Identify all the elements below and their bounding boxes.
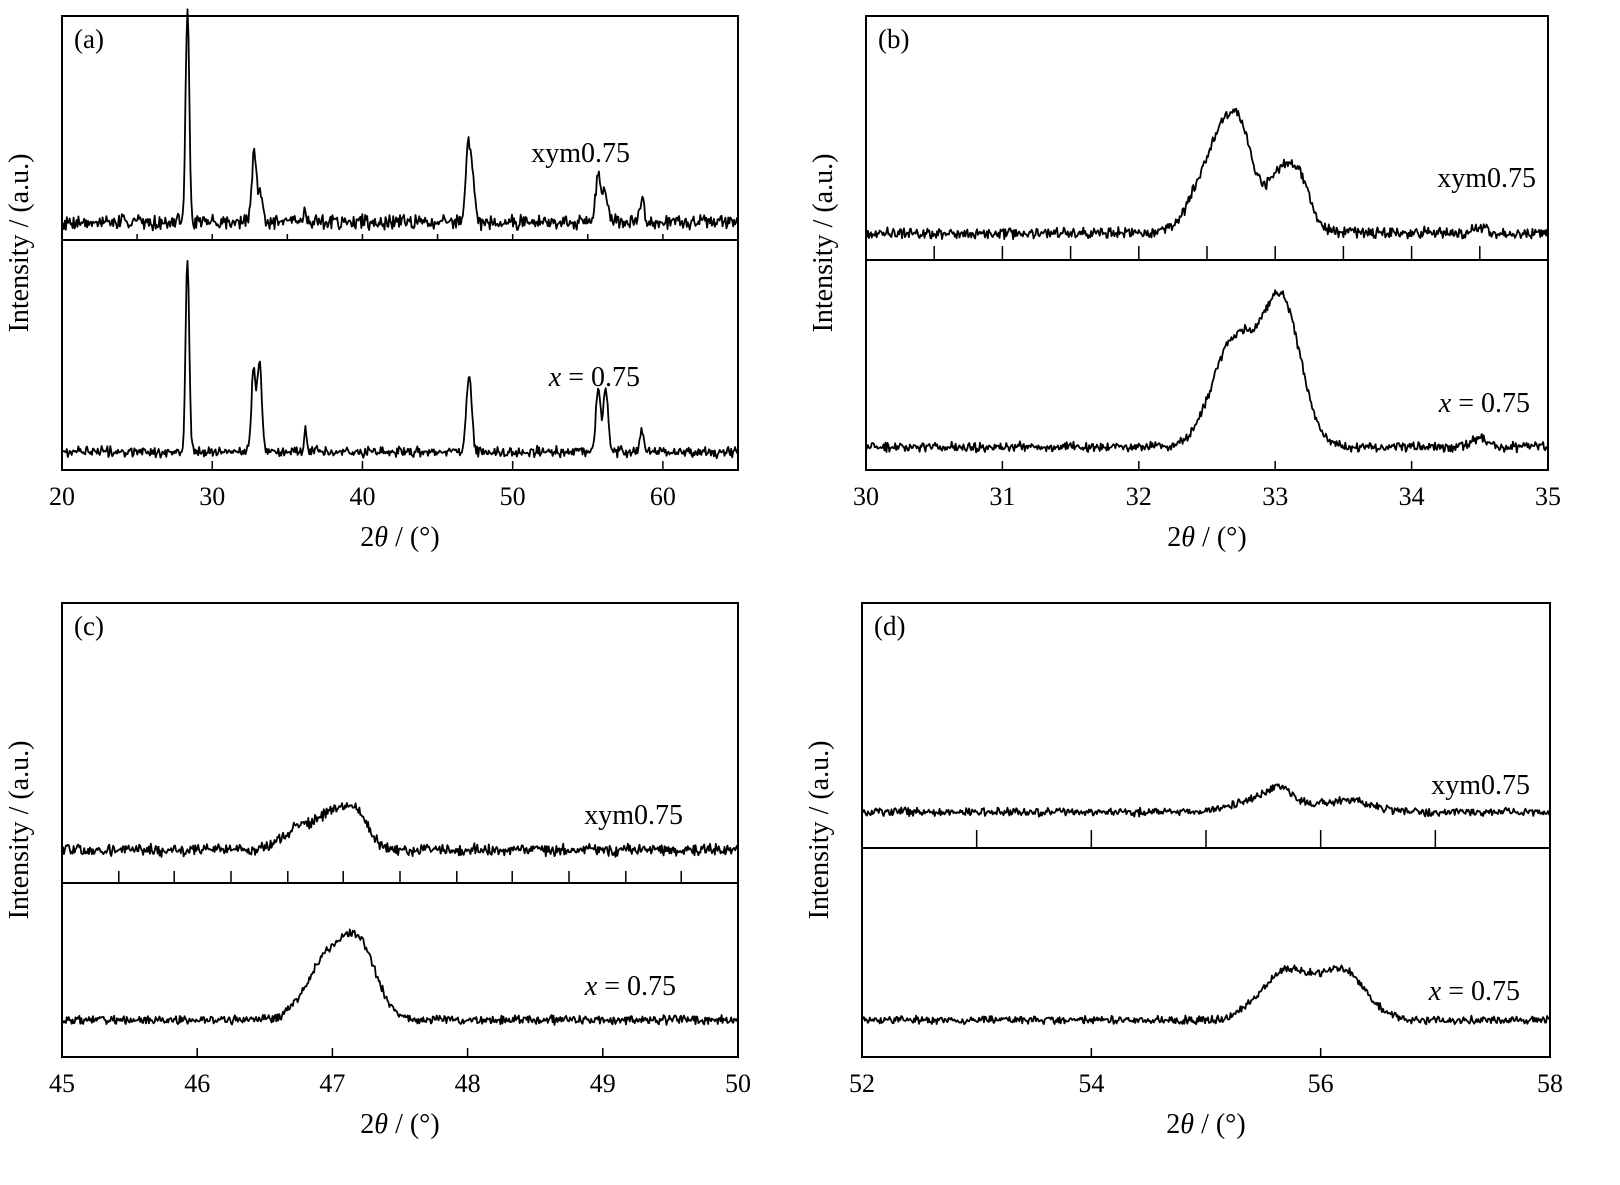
panel-b: 30 31 32 33 34 35 (b) 2θ / (°) Intensity / (a.u.… (808, 15, 1561, 553)
series-trace-xym075 (865, 107, 1549, 241)
x-tick-label: 20 (49, 482, 75, 511)
plot-frame (61, 15, 739, 471)
series-label: x = 0.75 (1428, 976, 1520, 1007)
series-trace-x075 (865, 289, 1549, 454)
x-tick-label: 31 (989, 482, 1015, 511)
x-tick-label: 46 (184, 1069, 210, 1098)
x-tick-label: 50 (500, 482, 526, 511)
x-axis-label: 2θ / (°) (1167, 522, 1246, 553)
x-tick-label: 45 (49, 1069, 75, 1098)
x-tick-label: 33 (1262, 482, 1288, 511)
x-tick-label: 30 (853, 482, 879, 511)
series-label: x = 0.75 (548, 362, 640, 393)
plot-frame (861, 602, 1551, 1058)
plot-frame (865, 15, 1549, 471)
series-trace-x075 (861, 964, 1551, 1026)
y-axis-label: Intensity / (a.u.) (808, 154, 839, 333)
series-trace-xym075 (61, 802, 739, 858)
series-label: x = 0.75 (584, 971, 676, 1002)
x-axis-label: 2θ / (°) (360, 522, 439, 553)
panel-label: (d) (874, 611, 905, 641)
x-tick-label: 52 (849, 1069, 875, 1098)
y-axis-label: Intensity / (a.u.) (4, 741, 35, 920)
panel-d: 52 54 56 58 (d) 2θ / (°) Intensity / (a.u.) xym… (804, 602, 1563, 1140)
x-tick-label: 50 (725, 1069, 751, 1098)
series-label: xym0.75 (584, 800, 683, 831)
panel-label: (a) (74, 24, 104, 54)
x-tick-label: 48 (455, 1069, 481, 1098)
x-axis-label: 2θ / (°) (360, 1109, 439, 1140)
x-tick-label: 40 (349, 482, 375, 511)
y-axis-label: Intensity / (a.u.) (4, 154, 35, 333)
panel-label: (c) (74, 611, 104, 641)
series-label: xym0.75 (1431, 770, 1530, 801)
series-trace-x075 (61, 260, 739, 460)
panel-c: 45 46 47 48 49 50 (c) 2θ / (°) Intensity / (a.u.… (4, 602, 751, 1140)
x-tick-label: 30 (199, 482, 225, 511)
x-tick-label: 32 (1126, 482, 1152, 511)
panel-label: (b) (878, 24, 909, 54)
x-tick-label: 60 (650, 482, 676, 511)
series-trace-x075 (61, 928, 739, 1026)
series-trace-xym075 (61, 8, 739, 232)
x-tick-label: 58 (1537, 1069, 1563, 1098)
series-label: xym0.75 (1437, 163, 1536, 194)
panel-a: 20 30 40 50 60 (a) 2θ / (°) Intensity / (a.u.) x… (4, 8, 739, 553)
x-tick-label: 35 (1535, 482, 1561, 511)
x-tick-label: 49 (590, 1069, 616, 1098)
y-axis-label: Intensity / (a.u.) (804, 741, 835, 920)
x-axis-label: 2θ / (°) (1166, 1109, 1245, 1140)
series-label: x = 0.75 (1438, 388, 1530, 419)
series-label: xym0.75 (531, 138, 630, 169)
x-tick-label: 56 (1308, 1069, 1334, 1098)
x-tick-label: 47 (319, 1069, 345, 1098)
x-tick-label: 54 (1078, 1069, 1104, 1098)
plot-frame (61, 602, 739, 1058)
series-trace-xym075 (861, 783, 1551, 818)
x-tick-label: 34 (1399, 482, 1425, 511)
